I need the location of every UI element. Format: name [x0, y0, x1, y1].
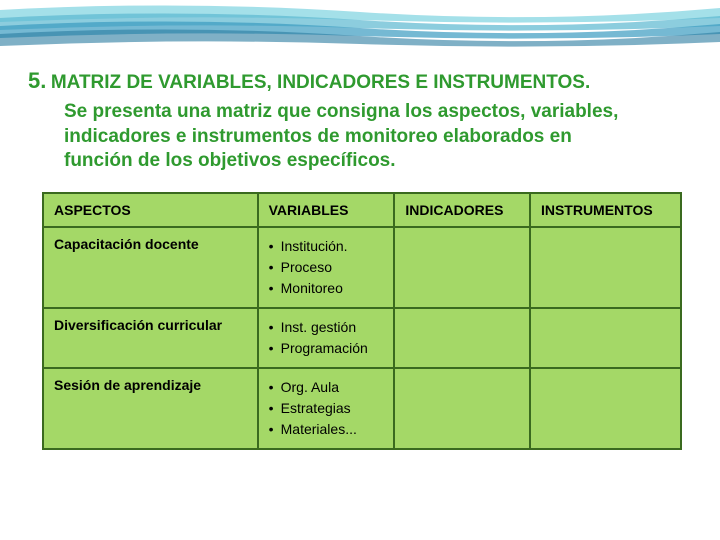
variable-item: Org. Aula: [269, 377, 384, 398]
section-description: Se presenta una matriz que consigna los …: [64, 100, 624, 174]
cell-aspecto: Diversificación curricular: [43, 308, 258, 368]
col-instrumentos: INSTRUMENTOS: [530, 193, 681, 227]
cell-variables: Institución. Proceso Monitoreo: [258, 227, 395, 308]
variable-item: Materiales...: [269, 419, 384, 440]
variable-item: Programación: [269, 338, 384, 359]
cell-instrumentos: [530, 227, 681, 308]
table-body: Capacitación docente Institución. Proces…: [43, 227, 681, 449]
cell-variables: Inst. gestión Programación: [258, 308, 395, 368]
table-header-row: ASPECTOS VARIABLES INDICADORES INSTRUMEN…: [43, 193, 681, 227]
col-aspectos: ASPECTOS: [43, 193, 258, 227]
section-number: 5.: [28, 68, 46, 93]
table-row: Capacitación docente Institución. Proces…: [43, 227, 681, 308]
section-heading: 5. MATRIZ DE VARIABLES, INDICADORES E IN…: [28, 68, 692, 94]
col-variables: VARIABLES: [258, 193, 395, 227]
col-indicadores: INDICADORES: [394, 193, 530, 227]
slide-content: 5. MATRIZ DE VARIABLES, INDICADORES E IN…: [0, 60, 720, 450]
table-row: Diversificación curricular Inst. gestión…: [43, 308, 681, 368]
variable-item: Monitoreo: [269, 278, 384, 299]
cell-instrumentos: [530, 308, 681, 368]
variable-item: Estrategias: [269, 398, 384, 419]
cell-variables: Org. Aula Estrategias Materiales...: [258, 368, 395, 449]
table-row: Sesión de aprendizaje Org. Aula Estrateg…: [43, 368, 681, 449]
cell-indicadores: [394, 227, 530, 308]
cell-indicadores: [394, 308, 530, 368]
matrix-table: ASPECTOS VARIABLES INDICADORES INSTRUMEN…: [42, 192, 682, 450]
variable-item: Institución.: [269, 236, 384, 257]
cell-aspecto: Sesión de aprendizaje: [43, 368, 258, 449]
section-title: MATRIZ DE VARIABLES, INDICADORES E INSTR…: [51, 72, 590, 93]
cell-instrumentos: [530, 368, 681, 449]
variable-item: Proceso: [269, 257, 384, 278]
cell-aspecto: Capacitación docente: [43, 227, 258, 308]
variable-item: Inst. gestión: [269, 317, 384, 338]
cell-indicadores: [394, 368, 530, 449]
decorative-wave-header: [0, 0, 720, 60]
